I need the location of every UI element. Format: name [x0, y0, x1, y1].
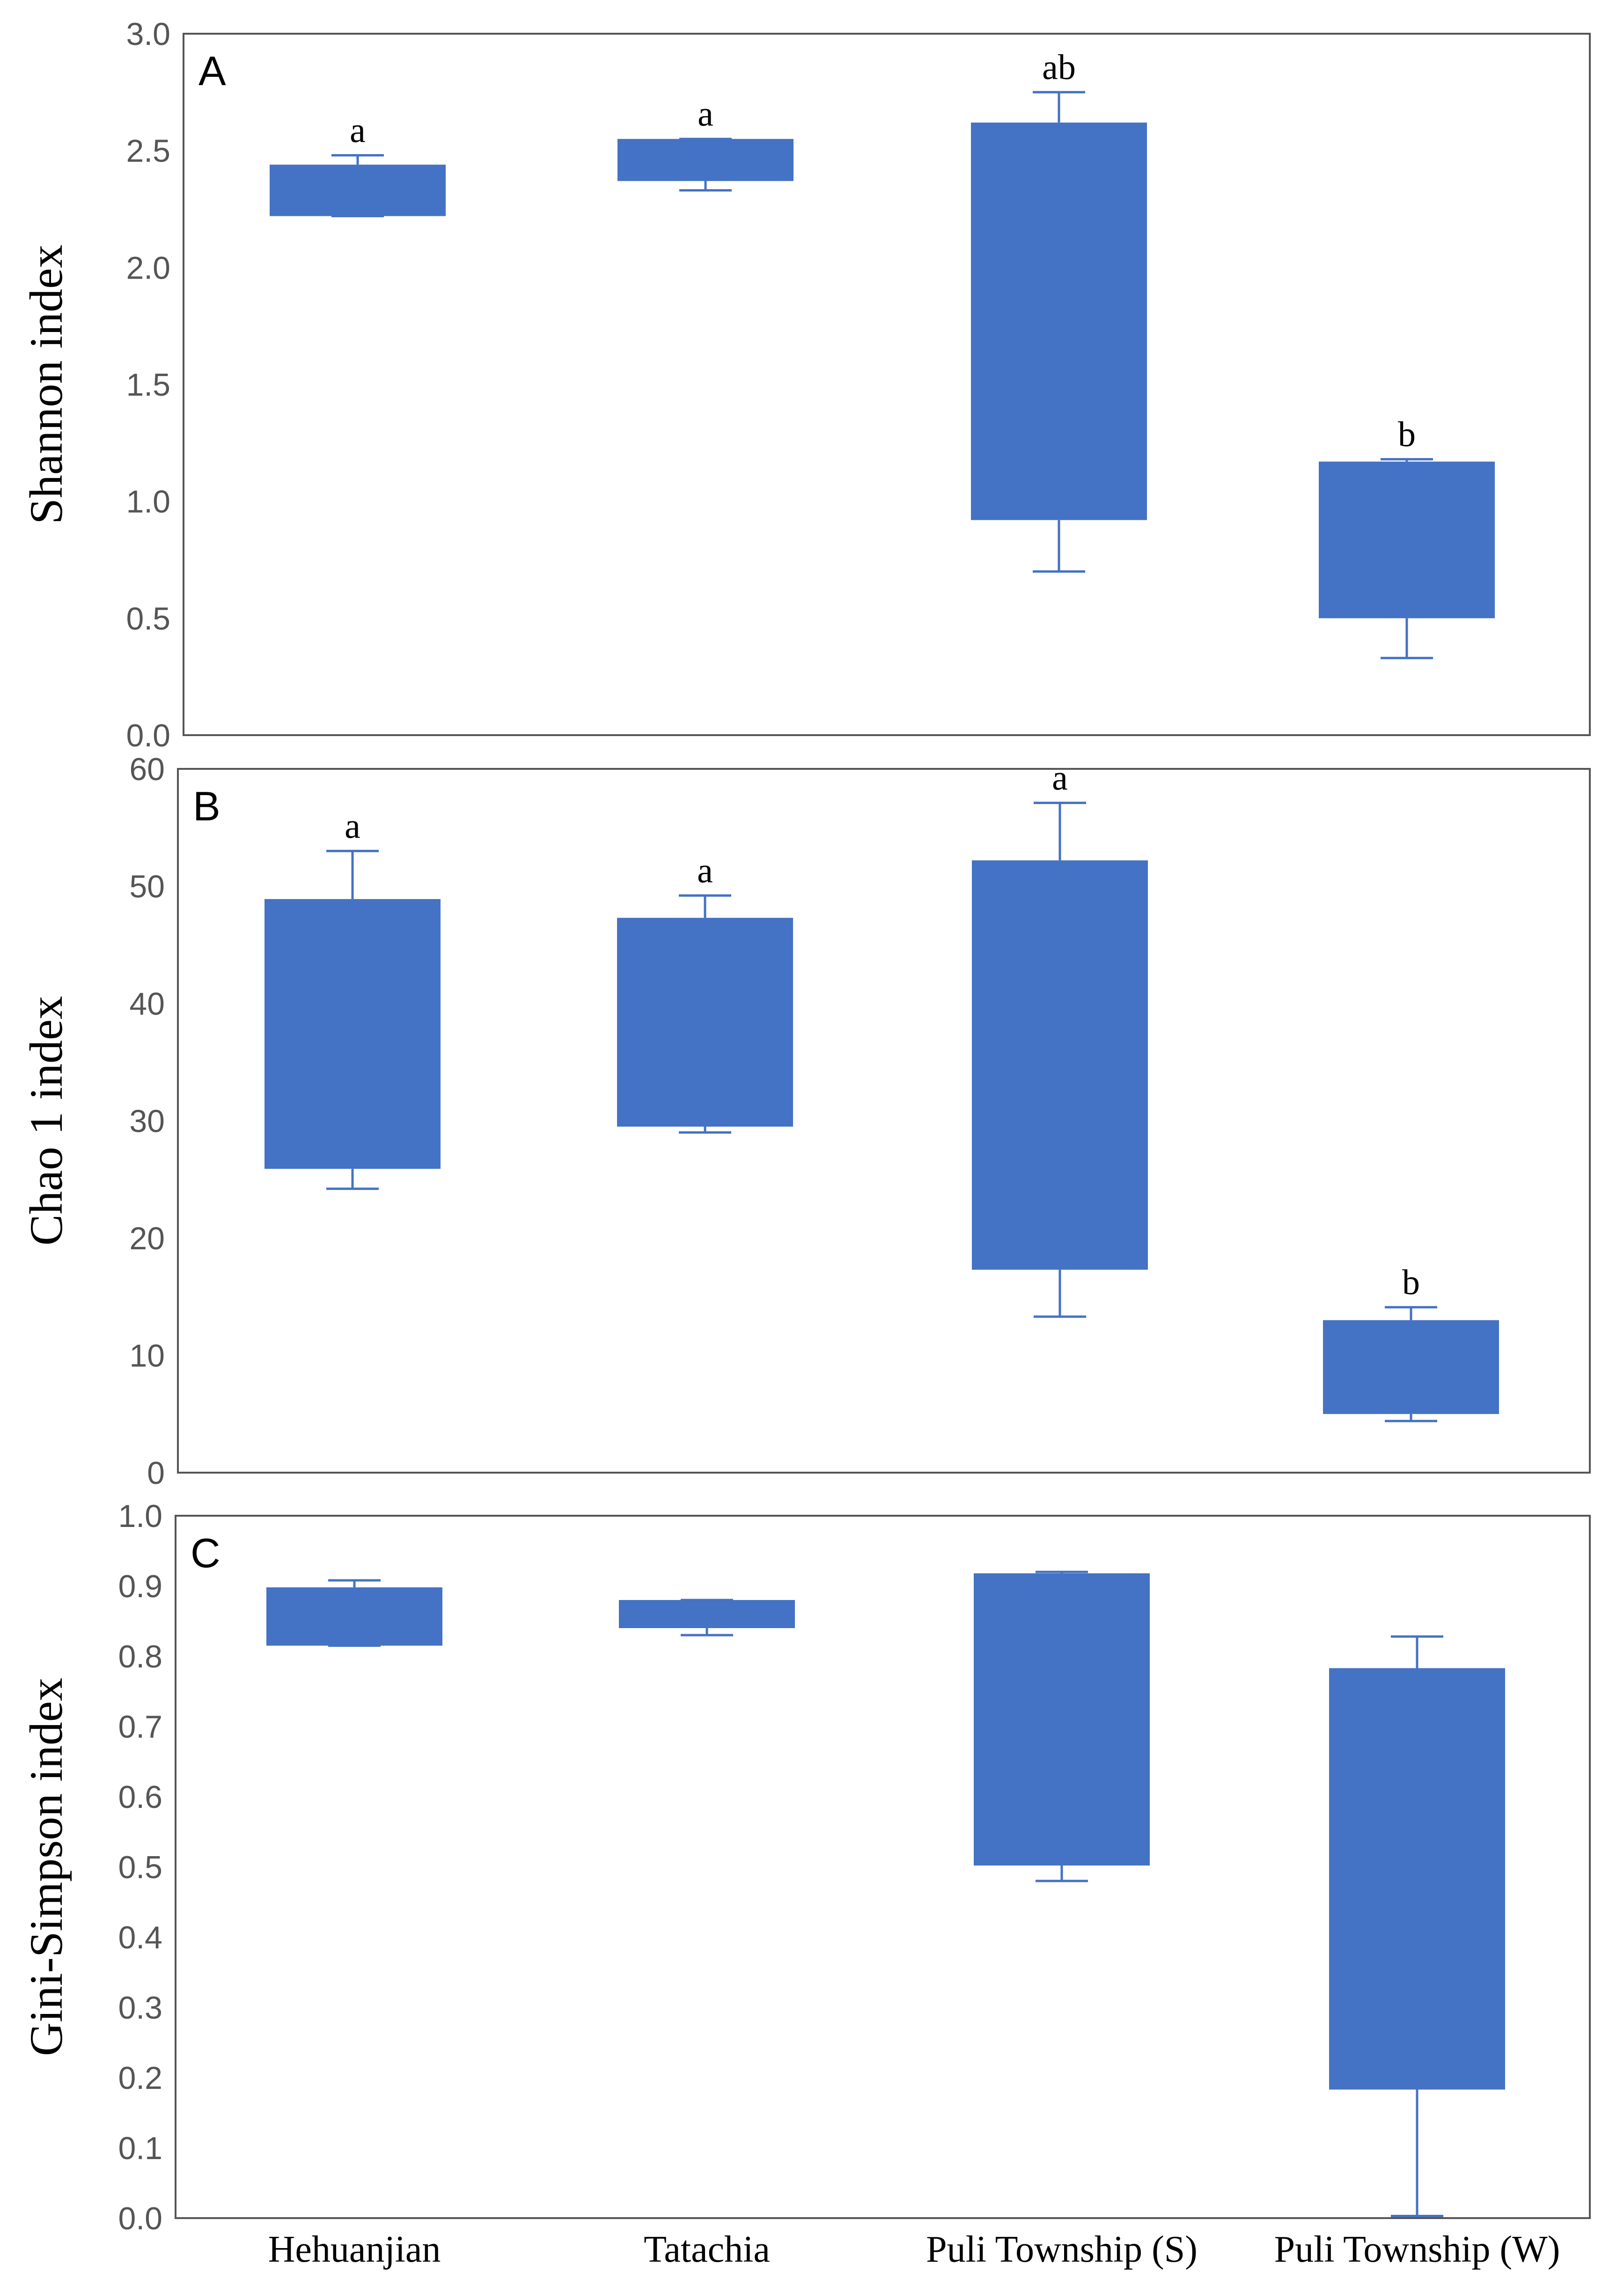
panel-letter: A	[198, 48, 226, 94]
box-body	[1329, 1668, 1505, 2090]
y-tick-label: 0	[147, 1455, 165, 1491]
significance-letter: a	[350, 111, 366, 150]
y-tick-label: 40	[129, 986, 165, 1022]
y-tick-label: 0.5	[126, 601, 170, 636]
box-3: b	[1319, 415, 1495, 659]
box-1: a	[617, 851, 793, 1134]
box-3: b	[1323, 1263, 1499, 1423]
box-body	[971, 122, 1147, 520]
box-body	[1319, 461, 1495, 619]
y-tick-label: 20	[129, 1221, 165, 1256]
y-tick-label: 0.4	[118, 1920, 162, 1955]
box-body	[972, 860, 1148, 1270]
box-body	[974, 1573, 1150, 1866]
box-2: ab	[971, 48, 1147, 573]
plot-frame	[183, 33, 1591, 736]
plot-frame	[177, 768, 1591, 1474]
box-2	[974, 1571, 1150, 1882]
box-body	[1323, 1320, 1499, 1414]
y-tick-label: 0.9	[118, 1569, 162, 1604]
y-tick-label: 2.5	[126, 133, 170, 169]
x-tick-label: Puli Township (S)	[926, 2229, 1198, 2270]
y-axis-title: Chao 1 index	[20, 996, 72, 1246]
y-tick-label: 30	[129, 1104, 165, 1139]
y-axis-title: Shannon index	[20, 244, 72, 524]
plot-frame	[175, 1515, 1591, 2219]
y-tick-label: 0.0	[126, 718, 170, 753]
y-tick-label: 2.0	[126, 250, 170, 286]
y-tick-label: 1.0	[126, 484, 170, 520]
significance-letter: a	[698, 95, 713, 134]
box-body	[617, 139, 794, 181]
y-tick-label: 0.5	[118, 1850, 162, 1885]
y-tick-label: 3.0	[126, 16, 170, 52]
y-tick-label: 0.2	[118, 2060, 162, 2096]
y-axis-title: Gini-Simpson index	[20, 1678, 72, 2056]
panel-c: 0.0 0.1 0.2 0.3 0.4 0.5 0.6 0.7 0.8 0.9 1.0 C Gini-S…	[20, 1498, 1591, 2270]
panel-b: 0 10 20 30 40 50 60 B Chao 1 index a a a b	[20, 752, 1591, 1491]
significance-letter: b	[1402, 1263, 1420, 1302]
box-body	[266, 1587, 442, 1646]
box-0	[266, 1579, 442, 1647]
significance-letter: a	[1052, 759, 1068, 798]
box-3	[1329, 1635, 1505, 2217]
box-2: a	[972, 759, 1148, 1318]
y-tick-label: 0.3	[118, 1990, 162, 2026]
box-1: a	[617, 95, 794, 192]
y-tick-label: 0.8	[118, 1639, 162, 1674]
x-tick-label: Hehuanjian	[268, 2229, 441, 2270]
x-tick-label: Tatachia	[644, 2229, 770, 2270]
box-body	[270, 164, 446, 216]
panel-letter: B	[193, 783, 220, 829]
significance-letter: a	[697, 851, 713, 891]
y-tick-label: 0.6	[118, 1779, 162, 1815]
y-tick-label: 0.1	[118, 2131, 162, 2166]
box-0: a	[270, 111, 446, 217]
significance-letter: b	[1398, 415, 1416, 454]
box-1	[619, 1599, 795, 1637]
y-tick-label: 10	[129, 1338, 165, 1374]
box-0: a	[265, 806, 441, 1190]
y-tick-label: 0.7	[118, 1709, 162, 1745]
y-tick-label: 60	[129, 752, 165, 787]
y-tick-label: 1.5	[126, 367, 170, 403]
box-body	[617, 918, 793, 1127]
significance-letter: a	[345, 806, 360, 846]
x-tick-label: Puli Township (W)	[1274, 2229, 1560, 2270]
box-body	[265, 899, 441, 1169]
y-tick-label: 0.0	[118, 2201, 162, 2236]
y-tick-label: 1.0	[118, 1498, 162, 1534]
panel-letter: C	[191, 1530, 220, 1576]
significance-letter: ab	[1042, 48, 1076, 87]
panel-a: 0.0 0.5 1.0 1.5 2.0 2.5 3.0 A Shannon index a a ab b	[20, 16, 1591, 753]
y-tick-label: 50	[129, 869, 165, 905]
box-body	[619, 1600, 795, 1628]
